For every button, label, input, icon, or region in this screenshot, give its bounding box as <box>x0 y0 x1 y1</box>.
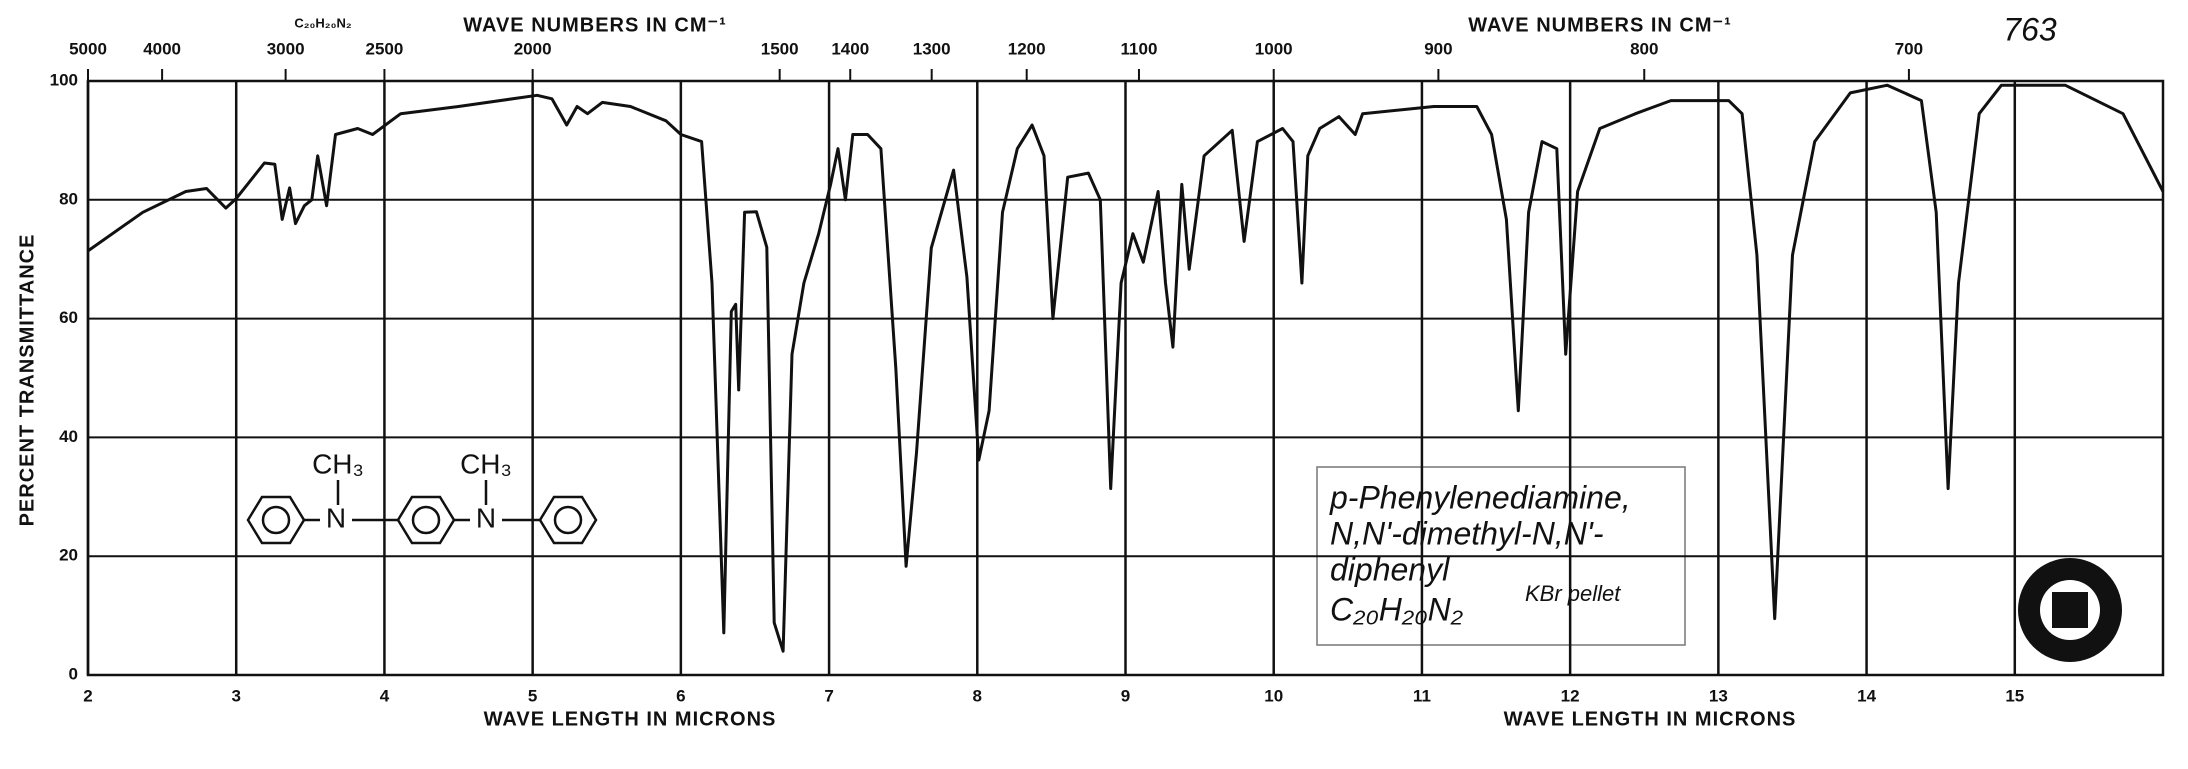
x-tick-label: 4 <box>380 686 390 705</box>
x-tick-label: 8 <box>973 686 982 705</box>
compound-name: p-Phenylenediamine, <box>1329 479 1631 515</box>
top-tick-label: 900 <box>1424 39 1452 58</box>
x-tick-label: 13 <box>1709 686 1728 705</box>
y-tick-label: 40 <box>59 427 78 446</box>
structure <box>246 480 598 545</box>
top-tick-label: 2500 <box>366 39 404 58</box>
x-tick-label: 11 <box>1413 686 1431 705</box>
top-tick-label: 5000 <box>69 39 107 58</box>
structure-label: N <box>326 502 346 533</box>
x-axis-title: WAVE LENGTH IN MICRONS <box>484 708 777 730</box>
top-tick-label: 2000 <box>514 39 552 58</box>
top-axis-title: WAVE NUMBERS IN CM⁻¹ <box>1468 14 1732 36</box>
y-tick-label: 100 <box>50 70 78 89</box>
y-axis-title: PERCENT TRANSMITTANCE <box>16 234 38 527</box>
top-tick-label: 1100 <box>1121 39 1158 58</box>
y-tick-label: 0 <box>69 664 78 683</box>
x-tick-label: 3 <box>231 686 240 705</box>
top-tick-label: 1500 <box>761 39 799 58</box>
y-tick-label: 60 <box>59 308 78 327</box>
top-tick-label: 1300 <box>913 39 951 58</box>
compound-name: N,N'-dimethyl-N,N'- <box>1330 515 1604 551</box>
sample-note: KBr pellet <box>1525 581 1621 606</box>
x-tick-label: 2 <box>83 686 92 705</box>
top-tick-label: 800 <box>1630 39 1658 58</box>
x-tick-label: 14 <box>1857 686 1876 705</box>
top-tick-label: 3000 <box>267 39 305 58</box>
x-tick-label: 15 <box>2005 686 2024 705</box>
logo <box>2018 558 2122 662</box>
y-tick-label: 20 <box>59 546 78 565</box>
spectrum-line <box>87 83 2165 653</box>
structure-label: N <box>476 502 496 533</box>
x-tick-label: 7 <box>824 686 833 705</box>
formula-label: C₂₀H₂₀N₂ <box>294 15 351 30</box>
top-tick-label: 700 <box>1895 39 1923 58</box>
x-tick-label: 6 <box>676 686 685 705</box>
structure-label: CH₃ <box>312 448 364 479</box>
x-tick-label: 5 <box>528 686 537 705</box>
compound-name: diphenyl <box>1330 551 1450 587</box>
top-tick-label: 1400 <box>831 39 869 58</box>
x-axis-title: WAVE LENGTH IN MICRONS <box>1504 708 1797 730</box>
top-tick-label: 4000 <box>143 39 181 58</box>
y-tick-label: 80 <box>59 189 78 208</box>
structure-label: CH₃ <box>460 448 512 479</box>
x-tick-label: 12 <box>1561 686 1580 705</box>
top-tick-label: 1200 <box>1008 39 1046 58</box>
top-tick-label: 1000 <box>1255 39 1293 58</box>
x-tick-label: 9 <box>1121 686 1130 705</box>
compound-formula: C₂₀H₂₀N₂ <box>1330 591 1463 627</box>
chart-number: 763 <box>2003 11 2057 47</box>
x-tick-label: 10 <box>1264 686 1283 705</box>
top-axis-title: WAVE NUMBERS IN CM⁻¹ <box>463 14 727 36</box>
